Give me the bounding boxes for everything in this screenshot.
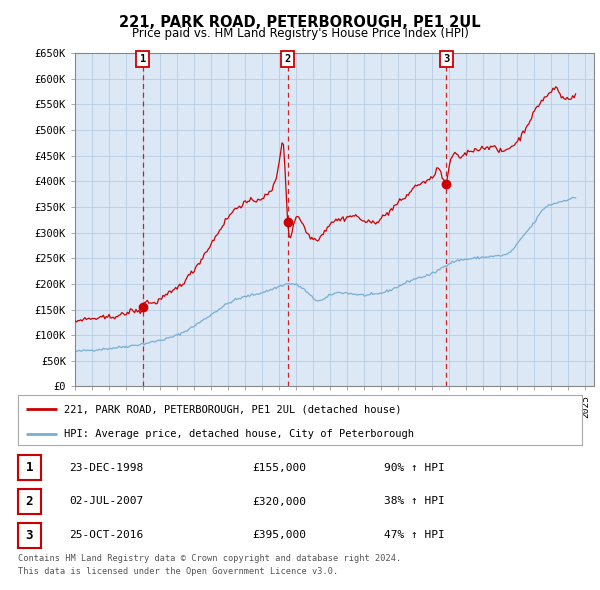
Text: 90% ↑ HPI: 90% ↑ HPI <box>384 463 445 473</box>
Text: 221, PARK ROAD, PETERBOROUGH, PE1 2UL: 221, PARK ROAD, PETERBOROUGH, PE1 2UL <box>119 15 481 30</box>
Text: 47% ↑ HPI: 47% ↑ HPI <box>384 530 445 540</box>
Text: 1: 1 <box>26 461 33 474</box>
Text: £155,000: £155,000 <box>252 463 306 473</box>
Text: Price paid vs. HM Land Registry's House Price Index (HPI): Price paid vs. HM Land Registry's House … <box>131 27 469 40</box>
Text: This data is licensed under the Open Government Licence v3.0.: This data is licensed under the Open Gov… <box>18 567 338 576</box>
Text: 2: 2 <box>284 54 291 64</box>
Text: Contains HM Land Registry data © Crown copyright and database right 2024.: Contains HM Land Registry data © Crown c… <box>18 554 401 563</box>
Text: 3: 3 <box>443 54 449 64</box>
Text: 25-OCT-2016: 25-OCT-2016 <box>69 530 143 540</box>
Text: 3: 3 <box>26 529 33 542</box>
Text: £320,000: £320,000 <box>252 497 306 506</box>
Text: 2: 2 <box>26 495 33 508</box>
Text: HPI: Average price, detached house, City of Peterborough: HPI: Average price, detached house, City… <box>64 430 414 440</box>
Text: 221, PARK ROAD, PETERBOROUGH, PE1 2UL (detached house): 221, PARK ROAD, PETERBOROUGH, PE1 2UL (d… <box>64 404 402 414</box>
Text: 38% ↑ HPI: 38% ↑ HPI <box>384 497 445 506</box>
Text: £395,000: £395,000 <box>252 530 306 540</box>
Text: 02-JUL-2007: 02-JUL-2007 <box>69 497 143 506</box>
Text: 23-DEC-1998: 23-DEC-1998 <box>69 463 143 473</box>
Text: 1: 1 <box>140 54 146 64</box>
